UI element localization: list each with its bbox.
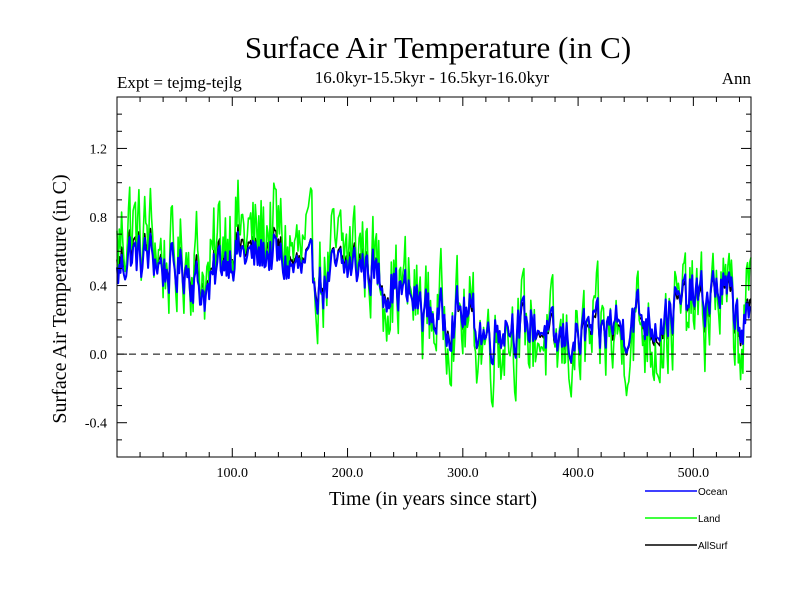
x-tick-label: 400.0 bbox=[562, 466, 594, 481]
chart-subtitle: 16.0kyr-15.5kyr - 16.5kyr-16.0kyr bbox=[315, 68, 550, 87]
series-line-ocean bbox=[116, 231, 752, 366]
plot-frame bbox=[116, 96, 752, 458]
legend-label-ocean: Ocean bbox=[698, 487, 727, 498]
x-tick-label: 300.0 bbox=[447, 466, 479, 481]
x-tick-label: 500.0 bbox=[678, 466, 710, 481]
y-tick-label: 0.8 bbox=[90, 211, 108, 226]
legend-label-land: Land bbox=[698, 514, 720, 525]
series-layer bbox=[116, 179, 752, 408]
x-axis-label: Time (in years since start) bbox=[329, 488, 537, 510]
y-tick-label: 0.0 bbox=[90, 348, 108, 363]
y-tick-label: -0.4 bbox=[85, 417, 107, 432]
legend: Ocean Land AllSurf bbox=[645, 487, 728, 552]
axes-layer: 100.0 200.0 300.0 400.0 500.0 -0.4 0.0 0.4 0.8 1.… bbox=[85, 96, 752, 481]
y-tick-label: 0.4 bbox=[90, 280, 108, 295]
x-tick-label: 100.0 bbox=[217, 466, 249, 481]
legend-label-allsurf: AllSurf bbox=[698, 541, 728, 552]
experiment-label: Expt = tejmg-tejlg bbox=[117, 73, 242, 92]
y-axis-label: Surface Air Temperature (in C) bbox=[49, 174, 71, 423]
x-tick-label: 200.0 bbox=[332, 466, 364, 481]
y-tick-label: 1.2 bbox=[90, 142, 108, 157]
season-label: Ann bbox=[722, 69, 752, 88]
series-line-land bbox=[116, 179, 752, 408]
chart-title: Surface Air Temperature (in C) bbox=[245, 30, 631, 65]
